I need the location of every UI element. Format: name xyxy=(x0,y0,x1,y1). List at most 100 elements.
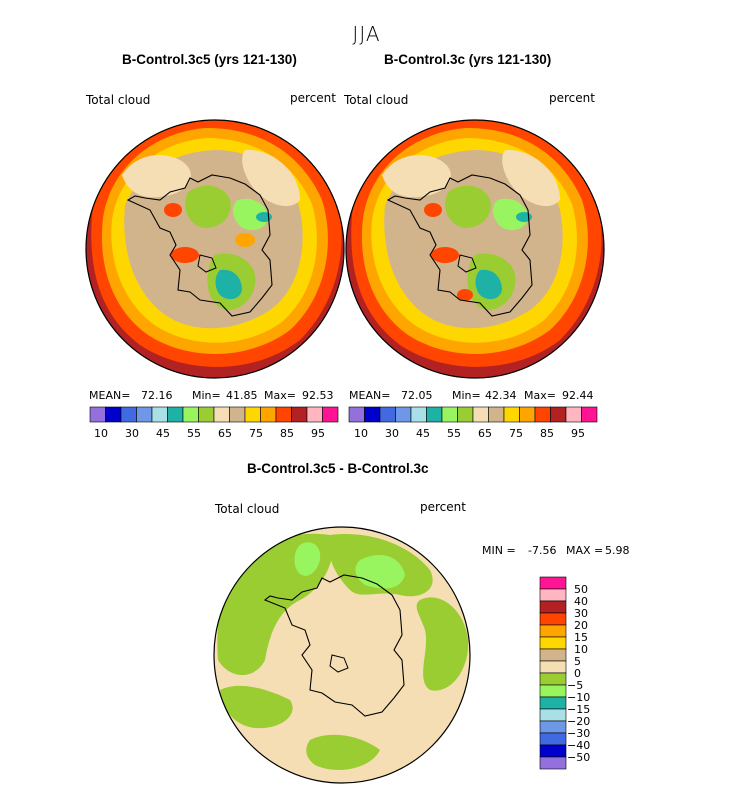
panel1-fill-wheat-b xyxy=(242,149,300,207)
panel2-colorbar-tick: 45 xyxy=(416,427,430,440)
panel2-mean-label: MEAN= xyxy=(349,389,391,402)
panel1-colorbar-cell xyxy=(182,406,199,423)
diff-max-label: MAX = xyxy=(566,544,604,557)
panel2-colorbar-tick: 95 xyxy=(571,427,585,440)
diff-colorbar-label: −5 xyxy=(567,679,584,692)
panel1-mean-value: 72.16 xyxy=(141,389,173,402)
panel1-max-label: Max= xyxy=(264,389,296,402)
diff-colorbar-label: 15 xyxy=(574,631,588,644)
panel1-fill-hot-c xyxy=(235,233,255,247)
panel1-colorbar-cell xyxy=(306,406,323,423)
panel1-colorbar-cell xyxy=(89,406,106,423)
panel2-colorbar-cell xyxy=(348,406,365,423)
diff-colorbar-cell xyxy=(539,672,567,686)
diff-colorbar-cell xyxy=(539,756,567,770)
panel2-colorbar-cell xyxy=(581,406,598,423)
diff-min-value: -7.56 xyxy=(528,544,557,557)
panel1-colorbar-cell xyxy=(151,406,168,423)
diff-colorbar-label: −15 xyxy=(567,703,591,716)
diff-fill-green-e xyxy=(306,734,380,770)
panel1-colorbar-cell xyxy=(167,406,184,423)
diff-colorbar-label: 30 xyxy=(574,607,588,620)
diff-colorbar-cell xyxy=(539,624,567,638)
diff-colorbar-label: −20 xyxy=(567,715,591,728)
panel2-colorbar-tick: 85 xyxy=(540,427,554,440)
panel1-colorbar-tick: 10 xyxy=(94,427,108,440)
panel2-colorbar-cell xyxy=(519,406,536,423)
panel1-fill-teal-b xyxy=(215,269,242,300)
panel1-colorbar-cell xyxy=(213,406,230,423)
panel1-colorbar-cell xyxy=(291,406,308,423)
diff-min-label: MIN = xyxy=(482,544,516,557)
diff-colorbar-label: 50 xyxy=(574,583,588,596)
diff-map xyxy=(214,527,470,783)
panel1-min-value: 41.85 xyxy=(226,389,258,402)
panel1-colorbar-tick: 55 xyxy=(187,427,201,440)
panel1-variable-label: Total cloud xyxy=(86,93,151,107)
panel2-fill-hot-c xyxy=(457,289,473,301)
diff-colorbar-label: −40 xyxy=(567,739,591,752)
panel2-colorbar-cell xyxy=(379,406,396,423)
panel2-fill-teal-b xyxy=(475,269,502,300)
panel2-colorbar-cell xyxy=(488,406,505,423)
panel1-coastline xyxy=(126,174,273,317)
panel2-max-value: 92.44 xyxy=(562,389,594,402)
diff-colorbar-cell xyxy=(539,708,567,722)
panel1-map-border xyxy=(85,119,345,379)
diff-colorbar-cell xyxy=(539,636,567,650)
panel1-ross-coast xyxy=(197,254,217,273)
diff-colorbar-cell xyxy=(539,660,567,674)
panel1-colorbar-cell xyxy=(198,406,215,423)
panel1-fill-hot-a xyxy=(164,203,182,217)
panel2-min-label: Min= xyxy=(452,389,481,402)
panel2-colorbar-cell xyxy=(457,406,474,423)
diff-colorbar-label: 0 xyxy=(574,667,581,680)
diff-ross-coast xyxy=(329,654,349,673)
panel2-map xyxy=(346,120,604,378)
panel1-colorbar-tick: 85 xyxy=(280,427,294,440)
panel2-colorbar-cell xyxy=(550,406,567,423)
panel1-colorbar-tick: 75 xyxy=(249,427,263,440)
panel1-colorbar-cell xyxy=(275,406,292,423)
panel2-colorbar-cell xyxy=(410,406,427,423)
diff-colorbar-cell xyxy=(539,684,567,698)
diff-colorbar-cell xyxy=(539,732,567,746)
diff-colorbar-cell xyxy=(539,600,567,614)
panel2-fill-green-a xyxy=(445,185,491,228)
diff-colorbar-label: 20 xyxy=(574,619,588,632)
panel2-colorbar-cell xyxy=(565,406,582,423)
diff-colorbar-label: −10 xyxy=(567,691,591,704)
panel1-fill-lightgreen-a xyxy=(232,198,268,231)
panel2-title: B-Control.3c (yrs 121-130) xyxy=(384,52,552,67)
diff-colorbar-cell xyxy=(539,720,567,734)
diff-colorbar-label: −50 xyxy=(567,751,591,764)
panel2-colorbar-tick: 55 xyxy=(447,427,461,440)
diff-panel-variable-label: Total cloud xyxy=(215,502,280,516)
diff-colorbar-label: 40 xyxy=(574,595,588,608)
panel2-ross-coast xyxy=(457,254,477,273)
diff-max-value: 5.98 xyxy=(605,544,630,557)
panel1-colorbar-cell xyxy=(105,406,122,423)
panel2-units-label: percent xyxy=(549,91,595,105)
diff-colorbar-cell xyxy=(539,744,567,758)
diff-colorbar-cell xyxy=(539,588,567,602)
diff-coastline xyxy=(263,574,405,717)
diff-colorbar-label: 10 xyxy=(574,643,588,656)
panel1-colorbar-tick: 95 xyxy=(311,427,325,440)
panel1-fill-hot-b xyxy=(171,247,199,263)
panel2-mean-value: 72.05 xyxy=(401,389,433,402)
panel2-min-value: 42.34 xyxy=(485,389,517,402)
panel1-title: B-Control.3c5 (yrs 121-130) xyxy=(122,52,297,67)
panel1-units-label: percent xyxy=(290,91,336,105)
diff-map-border xyxy=(213,526,471,784)
panel1-fill-teal-a xyxy=(256,212,272,222)
panel1-min-label: Min= xyxy=(192,389,221,402)
panel2-fill-hot-b xyxy=(431,247,459,263)
panel1-max-value: 92.53 xyxy=(302,389,334,402)
diff-colorbar-cell xyxy=(539,648,567,662)
panel1-map xyxy=(86,120,344,378)
diff-colorbar-cell xyxy=(539,696,567,710)
panel2-fill-wheat-b xyxy=(502,149,560,207)
panel2-colorbar xyxy=(348,406,598,423)
